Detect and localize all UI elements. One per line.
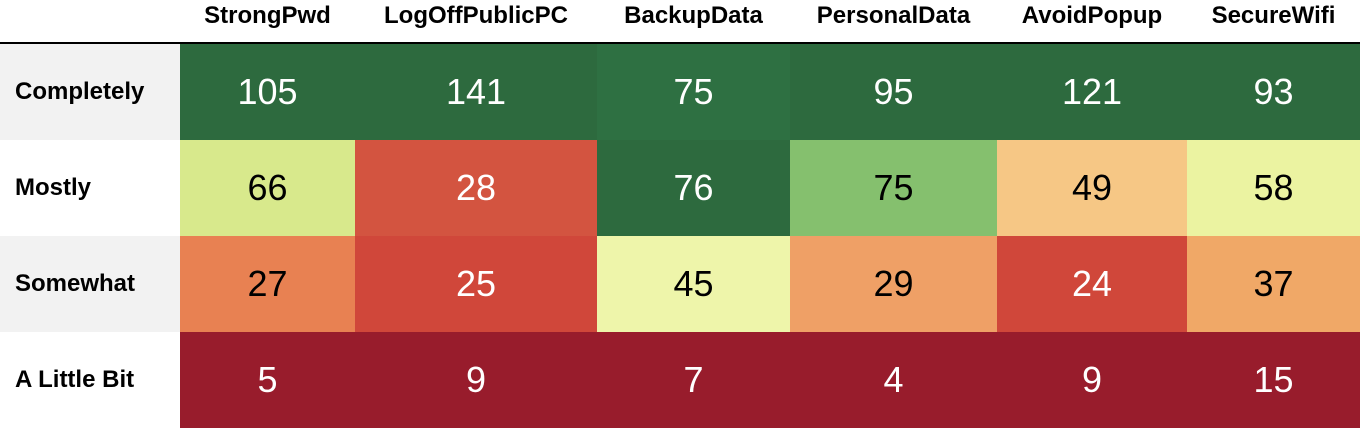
column-header-personaldata: PersonalData [816, 2, 971, 29]
heatmap-cell: 9 [997, 332, 1187, 428]
heatmap-cell: 9 [355, 332, 597, 428]
heatmap-cell: 29 [790, 236, 997, 332]
row-label-mostly: Mostly [0, 140, 180, 236]
heatmap-cell: 37 [1187, 236, 1360, 332]
column-header-backupdata: BackupData [624, 2, 763, 29]
heatmap-cell: 105 [180, 44, 355, 140]
heatmap-cell: 25 [355, 236, 597, 332]
heatmap-cell: 49 [997, 140, 1187, 236]
heatmap-cell: 76 [597, 140, 790, 236]
heatmap-cell: 28 [355, 140, 597, 236]
heatmap-cell: 5 [180, 332, 355, 428]
heatmap-cell: 121 [997, 44, 1187, 140]
heatmap-cell: 58 [1187, 140, 1360, 236]
column-header-strongpwd: StrongPwd [204, 2, 331, 29]
heatmap-cell: 66 [180, 140, 355, 236]
column-header-avoidpopup: AvoidPopup [1021, 2, 1163, 29]
heatmap-cell: 75 [790, 140, 997, 236]
heatmap-cell: 27 [180, 236, 355, 332]
row-label-completely: Completely [0, 44, 180, 140]
column-header-logoffpublicpc: LogOffPublicPC [384, 2, 568, 29]
header-rule [0, 42, 1360, 44]
column-header-row: StrongPwd LogOffPublicPC BackupData Persona… [0, 0, 1360, 44]
heatmap-cell: 95 [790, 44, 997, 140]
heatmap-cell: 45 [597, 236, 790, 332]
heatmap-cell: 15 [1187, 332, 1360, 428]
heatmap-cell: 141 [355, 44, 597, 140]
heatmap-cell: 75 [597, 44, 790, 140]
heatmap-cell: 24 [997, 236, 1187, 332]
heatmap-cell: 7 [597, 332, 790, 428]
row-label-a-little-bit: A Little Bit [0, 332, 180, 428]
heatmap-cell: 93 [1187, 44, 1360, 140]
heatmap-cell: 4 [790, 332, 997, 428]
column-header-securewifi: SecureWifi [1211, 2, 1336, 29]
row-label-somewhat: Somewhat [0, 236, 180, 332]
